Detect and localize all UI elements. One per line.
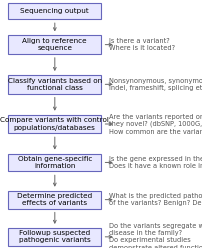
Text: What is the predicted pathogenicity
of the variants? Benign? Deleterious?: What is the predicted pathogenicity of t… [108,193,202,206]
FancyBboxPatch shape [8,3,101,19]
Text: Are the variants reported or are
they novel? (dbSNP, 1000G, ESP)
How common are : Are the variants reported or are they no… [108,114,202,134]
Text: Align to reference
sequence: Align to reference sequence [22,38,87,51]
Text: Compare variants with control
populations/databases: Compare variants with control population… [0,117,109,131]
FancyBboxPatch shape [8,115,101,133]
Text: Nonsynonymous, synonymous
indel, frameshift, splicing etc.: Nonsynonymous, synonymous indel, framesh… [108,78,202,91]
Text: Obtain gene-specific
information: Obtain gene-specific information [18,156,92,169]
Text: Determine predicted
effects of variants: Determine predicted effects of variants [17,193,92,206]
FancyBboxPatch shape [8,228,101,246]
Text: Followup suspected
pathogenic variants: Followup suspected pathogenic variants [19,230,90,244]
Text: Is the gene expressed in the heart?
Does it have a known role in disease?: Is the gene expressed in the heart? Does… [108,156,202,169]
FancyBboxPatch shape [8,191,101,209]
FancyBboxPatch shape [8,35,101,54]
FancyBboxPatch shape [8,154,101,171]
Text: Do the variants segregate with
disease in the family?
Do experimental studies
de: Do the variants segregate with disease i… [108,223,202,248]
Text: Sequencing output: Sequencing output [20,8,89,14]
Text: Classify variants based on
functional class: Classify variants based on functional cl… [8,78,101,91]
Text: Is there a variant?
Where is it located?: Is there a variant? Where is it located? [108,38,174,51]
FancyBboxPatch shape [8,75,101,93]
